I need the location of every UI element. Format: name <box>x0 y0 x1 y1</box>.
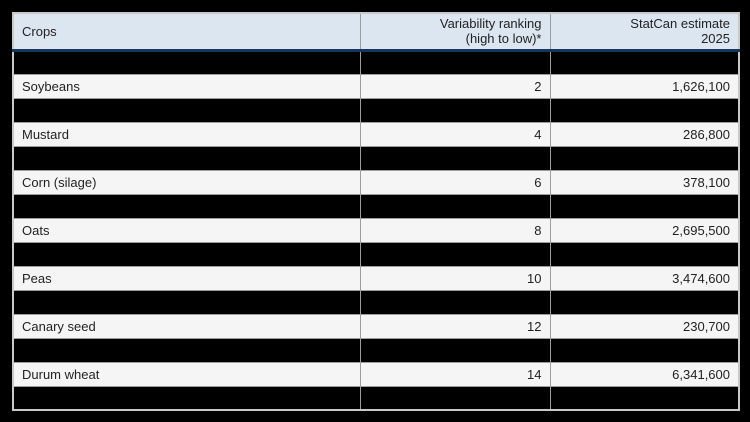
header-row: Crops Variability ranking (high to low)*… <box>12 12 740 52</box>
table-row <box>12 385 740 411</box>
estimate-cell: 230,700 <box>549 313 740 339</box>
crop-cell <box>12 289 361 315</box>
rank-cell: 12 <box>359 313 551 339</box>
table-row <box>12 145 740 171</box>
crop-cell: Soybeans <box>12 73 361 99</box>
column-header-crops: Crops <box>12 12 361 52</box>
crop-cell: Peas <box>12 265 361 291</box>
rank-cell: 10 <box>359 265 551 291</box>
estimate-cell <box>549 241 740 267</box>
table-row: Peas 10 3,474,600 <box>12 265 740 291</box>
crop-cell: Canary seed <box>12 313 361 339</box>
table-row: Canary seed 12 230,700 <box>12 313 740 339</box>
variability-header-line1: Variability ranking <box>439 16 542 31</box>
rank-cell <box>359 145 551 171</box>
estimate-header-line2: 2025 <box>701 31 730 47</box>
crop-cell <box>12 97 361 123</box>
crop-cell <box>12 385 361 411</box>
crop-cell <box>12 193 361 219</box>
rank-cell <box>359 49 551 75</box>
table-row <box>12 289 740 315</box>
estimate-header-line1: StatCan estimate <box>630 16 730 31</box>
estimate-cell <box>549 193 740 219</box>
crops-header-label: Crops <box>22 23 57 39</box>
rank-cell: 8 <box>359 217 551 243</box>
crops-table: Crops Variability ranking (high to low)*… <box>12 12 740 412</box>
estimate-cell: 6,341,600 <box>549 361 740 387</box>
rank-cell <box>359 289 551 315</box>
table-row <box>12 193 740 219</box>
estimate-cell <box>549 49 740 75</box>
table-row <box>12 49 740 75</box>
column-header-estimate: StatCan estimate 2025 <box>549 12 740 52</box>
rank-cell: 14 <box>359 361 551 387</box>
table-header: Crops Variability ranking (high to low)*… <box>12 12 740 52</box>
rank-cell <box>359 193 551 219</box>
estimate-cell <box>549 289 740 315</box>
rank-cell <box>359 97 551 123</box>
table-row <box>12 97 740 123</box>
estimate-cell <box>549 385 740 411</box>
table-row: Oats 8 2,695,500 <box>12 217 740 243</box>
rank-cell: 6 <box>359 169 551 195</box>
crop-cell: Corn (silage) <box>12 169 361 195</box>
table-row <box>12 337 740 363</box>
estimate-cell: 378,100 <box>549 169 740 195</box>
crop-cell: Durum wheat <box>12 361 361 387</box>
estimate-cell: 3,474,600 <box>549 265 740 291</box>
table-row: Mustard 4 286,800 <box>12 121 740 147</box>
rank-cell: 4 <box>359 121 551 147</box>
estimate-cell <box>549 97 740 123</box>
estimate-cell: 2,695,500 <box>549 217 740 243</box>
table-row: Corn (silage) 6 378,100 <box>12 169 740 195</box>
estimate-cell <box>549 145 740 171</box>
table-body: Soybeans 2 1,626,100 Mustard 4 286,800 C… <box>12 49 740 411</box>
rank-cell <box>359 241 551 267</box>
table-row: Durum wheat 14 6,341,600 <box>12 361 740 387</box>
estimate-cell <box>549 337 740 363</box>
column-header-variability: Variability ranking (high to low)* <box>359 12 551 52</box>
crop-cell: Oats <box>12 217 361 243</box>
crop-cell <box>12 49 361 75</box>
variability-header-line2: (high to low)* <box>465 31 542 47</box>
table-row <box>12 241 740 267</box>
crop-cell <box>12 145 361 171</box>
rank-cell <box>359 337 551 363</box>
crop-cell <box>12 241 361 267</box>
rank-cell <box>359 385 551 411</box>
estimate-cell: 1,626,100 <box>549 73 740 99</box>
estimate-cell: 286,800 <box>549 121 740 147</box>
crop-cell <box>12 337 361 363</box>
table-row: Soybeans 2 1,626,100 <box>12 73 740 99</box>
rank-cell: 2 <box>359 73 551 99</box>
crop-cell: Mustard <box>12 121 361 147</box>
